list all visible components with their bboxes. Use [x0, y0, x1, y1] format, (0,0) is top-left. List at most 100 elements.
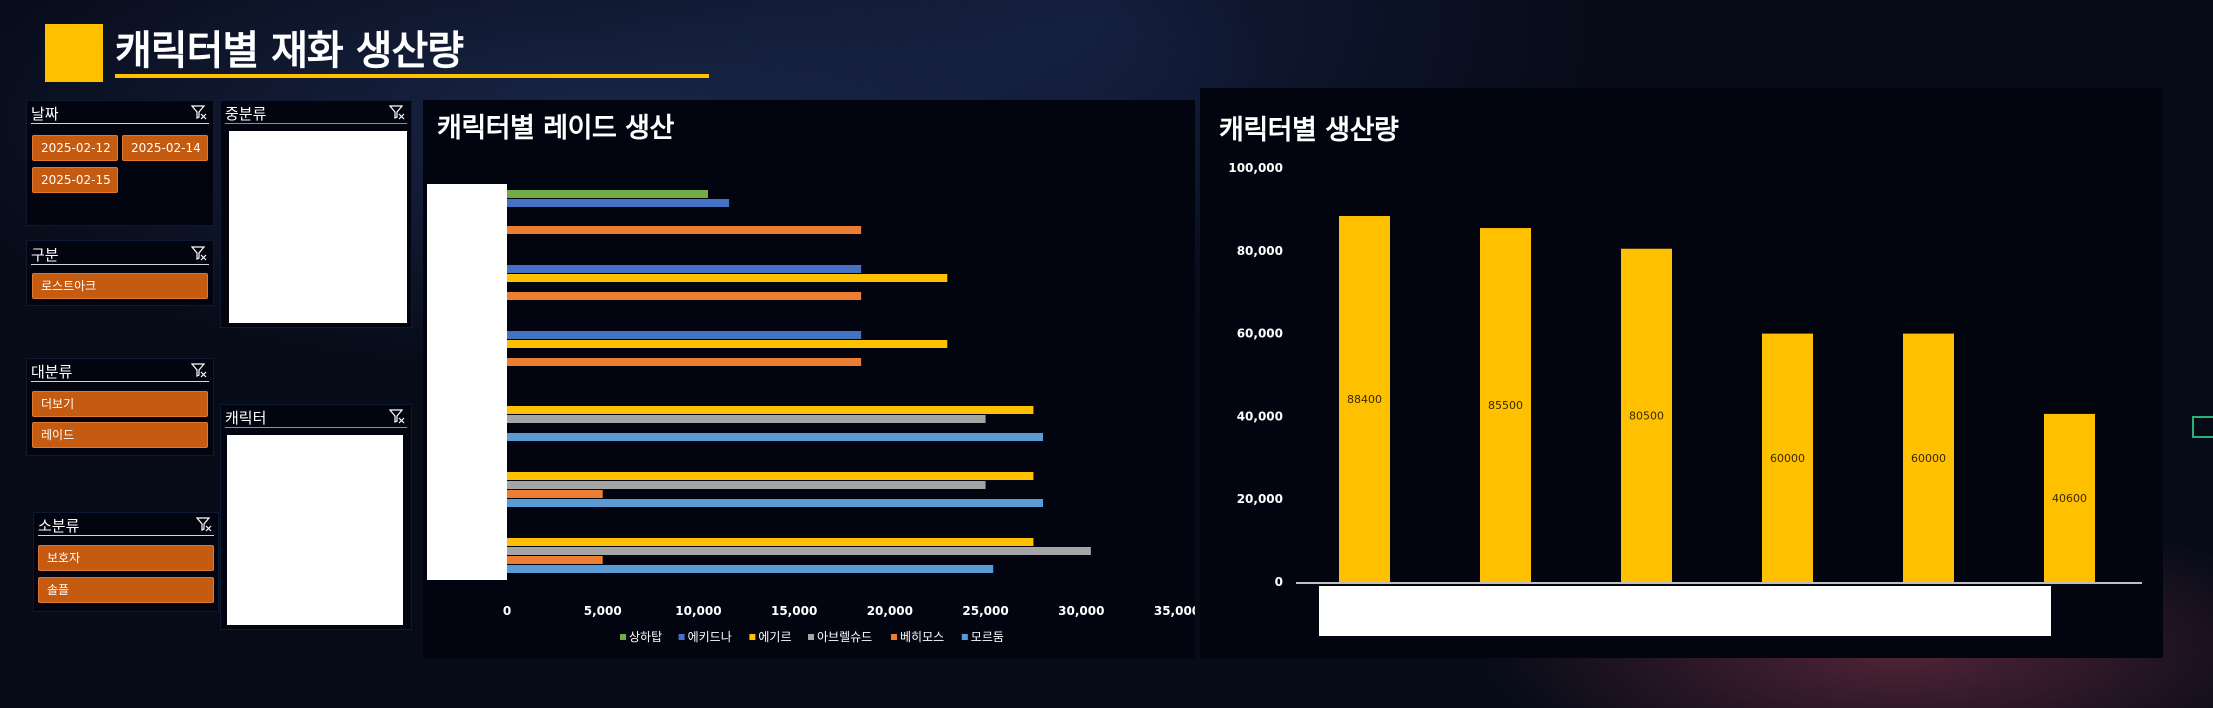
legend-swatch-에기르 — [749, 634, 756, 640]
clear-filter-icon[interactable] — [191, 362, 207, 378]
y-tick-label: 60,000 — [1237, 327, 1283, 341]
bar-아브렐슈드 — [507, 415, 986, 423]
slicer-minor: 소분류 보호자 솔플 — [33, 512, 219, 612]
bar-베히모스 — [507, 556, 603, 564]
production-bar — [1480, 228, 1531, 582]
legend-swatch-상하탑 — [620, 634, 626, 640]
legend-label: 에기르 — [758, 630, 791, 644]
legend-label: 에키드나 — [688, 630, 732, 644]
bar-data-label: 88400 — [1347, 393, 1382, 406]
bar-data-label: 60000 — [1911, 452, 1946, 465]
slicer-date: 날짜 2025-02-12 2025-02-14 2025-02-15 — [26, 100, 214, 226]
bar-모르둠 — [507, 565, 994, 573]
slicer-minor-item[interactable]: 보호자 — [38, 545, 214, 571]
bar-data-label: 60000 — [1770, 452, 1805, 465]
page-title: 캐릭터별 재화 생산량 — [115, 28, 464, 74]
slicer-major-item[interactable]: 레이드 — [32, 422, 208, 448]
slicer-minor-header: 소분류 — [38, 513, 214, 536]
bar-베히모스 — [507, 226, 862, 234]
legend-label: 상하탑 — [629, 630, 662, 644]
y-tick-label: 20,000 — [1237, 492, 1283, 506]
slicer-character: 캐릭터 — [220, 404, 412, 630]
legend-swatch-베히모스 — [891, 634, 897, 640]
slicer-middle-title: 중분류 — [225, 105, 267, 123]
x-tick-label: 15,000 — [771, 604, 817, 618]
x-tick-label: 30,000 — [1058, 604, 1104, 618]
raid-bar-plot: 0 5,000 10,000 15,000 20,000 25,000 30,000 35,0… — [503, 190, 1195, 644]
x-tick-label: 20,000 — [867, 604, 913, 618]
bar-에기르 — [507, 406, 1034, 414]
category-axis-label-area — [427, 184, 507, 580]
slicer-middle-list[interactable] — [229, 131, 407, 323]
bar-에키드나 — [507, 265, 862, 273]
slicer-major-item[interactable]: 더보기 — [32, 391, 208, 417]
slicer-middle-header: 중분류 — [225, 101, 407, 124]
bar-베히모스 — [507, 490, 603, 498]
production-bar — [1621, 248, 1672, 583]
slicer-category-header: 구분 — [31, 242, 209, 265]
y-tick-label: 40,000 — [1237, 409, 1283, 423]
y-tick-label: 100,000 — [1228, 161, 1283, 175]
bar-에기르 — [507, 472, 1034, 480]
slicer-category-item[interactable]: 로스트아크 — [32, 273, 208, 299]
bar-에기르 — [507, 340, 948, 348]
production-bar — [1903, 333, 1954, 582]
bar-모르둠 — [507, 499, 1043, 507]
slicer-date-item[interactable]: 2025-02-12 — [32, 135, 118, 161]
slicer-minor-item[interactable]: 솔플 — [38, 577, 214, 603]
bar-상하탑 — [507, 190, 708, 198]
slicer-date-title: 날짜 — [31, 105, 59, 123]
chart-title: 캐릭터별 레이드 생산 — [437, 113, 674, 144]
slicer-character-header: 캐릭터 — [225, 405, 407, 428]
chart-title: 캐릭터별 생산량 — [1219, 115, 1399, 146]
x-tick-label: 25,000 — [962, 604, 1008, 618]
slicer-date-header: 날짜 — [31, 101, 209, 124]
legend-label: 아브렐슈드 — [817, 630, 872, 644]
slicer-major: 대분류 더보기 레이드 — [26, 358, 214, 456]
slicer-date-item[interactable]: 2025-02-14 — [122, 135, 208, 161]
production-bar — [1762, 333, 1813, 582]
bar-베히모스 — [507, 358, 862, 366]
slicer-category-title: 구분 — [31, 246, 59, 264]
bar-data-label: 80500 — [1629, 409, 1664, 422]
slicer-major-title: 대분류 — [31, 363, 73, 381]
x-tick-label: 5,000 — [584, 604, 622, 618]
bar-data-label: 85500 — [1488, 399, 1523, 412]
clear-filter-icon[interactable] — [389, 408, 405, 424]
legend-swatch-모르둠 — [961, 634, 968, 640]
clear-filter-icon[interactable] — [191, 104, 207, 120]
y-tick-label: 0 — [1275, 575, 1283, 589]
slicer-category: 구분 로스트아크 — [26, 240, 214, 306]
legend-swatch-에키드나 — [678, 634, 685, 640]
legend-label: 베히모스 — [900, 630, 944, 644]
slicer-date-item[interactable]: 2025-02-15 — [32, 167, 118, 193]
x-tick-label: 10,000 — [675, 604, 721, 618]
slicer-character-title: 캐릭터 — [225, 409, 267, 427]
title-underline — [115, 74, 709, 78]
title-accent-square — [45, 24, 103, 82]
clear-filter-icon[interactable] — [389, 104, 405, 120]
bar-아브렐슈드 — [507, 547, 1091, 555]
bar-아브렐슈드 — [507, 481, 986, 489]
bar-data-label: 40600 — [2052, 492, 2087, 505]
slicer-major-header: 대분류 — [31, 359, 209, 382]
bar-에기르 — [507, 274, 948, 282]
clear-filter-icon[interactable] — [191, 245, 207, 261]
category-axis-label-area — [1319, 586, 2051, 636]
bar-모르둠 — [507, 433, 1043, 441]
x-tick-label: 35,000 — [1154, 604, 1195, 618]
bar-베히모스 — [507, 292, 862, 300]
slicer-character-list[interactable] — [227, 435, 403, 625]
y-tick-label: 80,000 — [1237, 244, 1283, 258]
x-tick-label: 0 — [503, 604, 511, 618]
production-bar-plot: 0 20,000 40,000 60,000 80,000 100,000 88400 855… — [1228, 161, 2142, 589]
bar-에기르 — [507, 538, 1034, 546]
selection-handle[interactable] — [2192, 416, 2213, 438]
clear-filter-icon[interactable] — [196, 516, 212, 532]
legend-swatch-아브렐슈드 — [808, 634, 814, 640]
legend-label: 모르둠 — [971, 630, 1004, 644]
raid-production-chart: 캐릭터별 레이드 생산 0 5,000 10,000 15,000 20,000 25,0… — [423, 100, 1195, 658]
bar-에키드나 — [507, 331, 862, 339]
total-production-chart: 캐릭터별 생산량 0 20,000 40,000 60,000 80,000 100,00… — [1200, 88, 2163, 658]
bar-에키드나 — [507, 199, 730, 207]
